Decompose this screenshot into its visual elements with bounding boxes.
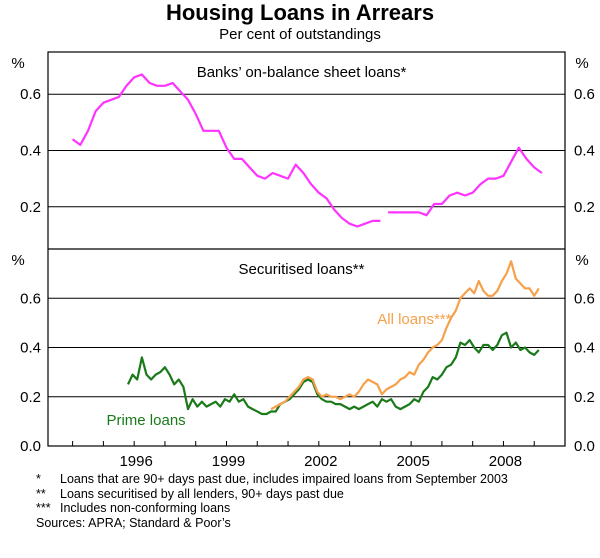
y-tick-label-right: 0.6 [574, 86, 595, 103]
panel-title: Securitised loans** [239, 261, 365, 278]
footnote-1: * Loans that are 90+ days past due, inclu… [36, 472, 576, 487]
y-tick-label-right: 0.4 [574, 143, 595, 160]
series-line-prime [127, 331, 540, 416]
y-tick-label-left: 0.0 [20, 438, 41, 455]
x-tick-label: 1996 [119, 453, 152, 470]
y-tick-label-right: 0.0 [574, 438, 595, 455]
y-tick-label-right: 0.2 [574, 389, 595, 406]
y-tick-label-left: 0.6 [20, 290, 41, 307]
y-tick-label-right: 0.2 [574, 199, 595, 216]
y-unit-label-right: % [575, 252, 588, 269]
series-label-prime: Prime loans [106, 412, 185, 429]
y-tick-label-left: 0.2 [20, 199, 41, 216]
series-label-all: All loans*** [377, 311, 451, 328]
y-unit-label-left: % [11, 55, 24, 72]
footnotes: * Loans that are 90+ days past due, inclu… [36, 472, 576, 530]
y-tick-label-left: 0.6 [20, 86, 41, 103]
sources-note: Sources: APRA; Standard & Poor’s [36, 516, 576, 531]
series-line-all [270, 260, 540, 411]
chart-subtitle: Per cent of outstandings [219, 26, 381, 43]
footnote-text: Includes non-conforming loans [60, 501, 231, 515]
footnote-mark: ** [36, 486, 46, 501]
footnote-2: ** Loans securitised by all lenders, 90+ … [36, 487, 576, 502]
x-tick-label: 1999 [212, 453, 245, 470]
x-tick-label: 2002 [304, 453, 337, 470]
footnote-mark: * [36, 472, 41, 486]
footnote-3: *** Includes non-conforming loans [36, 501, 576, 516]
footnote-text: Loans that are 90+ days past due, includ… [60, 472, 508, 486]
y-tick-label-left: 0.2 [20, 389, 41, 406]
y-tick-label-left: 0.4 [20, 143, 41, 160]
y-unit-label-left: % [11, 252, 24, 269]
x-tick-label: 2005 [396, 453, 429, 470]
series-line-banks [388, 146, 543, 217]
x-tick-label: 2008 [489, 453, 522, 470]
chart-title: Housing Loans in Arrears [165, 0, 435, 25]
footnote-mark: *** [36, 501, 51, 515]
y-unit-label-right: % [575, 55, 588, 72]
y-tick-label-right: 0.6 [574, 290, 595, 307]
series-line-banks [71, 73, 381, 228]
y-tick-label-left: 0.4 [20, 340, 41, 357]
sources-text: Sources: APRA; Standard & Poor’s [36, 515, 231, 530]
panel-title: Banks’ on-balance sheet loans* [197, 64, 407, 81]
chart-area: 0.2 0.2 0.4 0.4 0.6 0.6% % Banks’ on-balance sh… [11, 51, 595, 470]
y-tick-label-right: 0.4 [574, 340, 595, 357]
footnote-text: Loans securitised by all lenders, 90+ da… [60, 486, 344, 501]
